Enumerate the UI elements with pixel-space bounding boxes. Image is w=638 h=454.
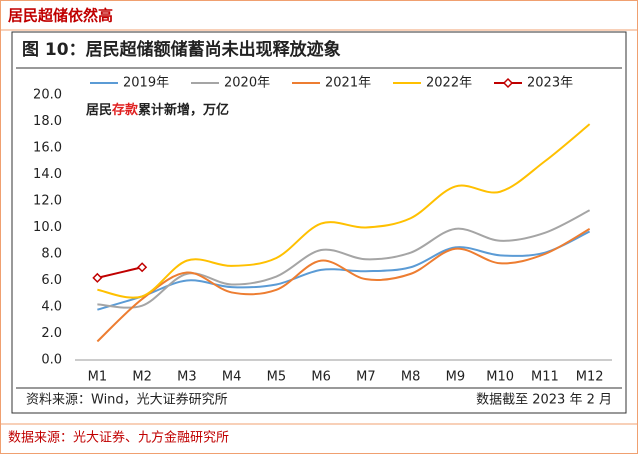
legend-label: 2022年 <box>426 76 472 91</box>
y-tick-label: 20.0 <box>33 88 62 103</box>
chart-source: 资料来源：Wind，光大证券研究所 <box>26 392 228 408</box>
y-tick-label: 6.0 <box>41 273 62 288</box>
legend-label: 2023年 <box>527 76 573 91</box>
x-tick-label: M9 <box>446 370 466 385</box>
legend-label: 2020年 <box>224 76 270 91</box>
series-line <box>97 230 591 311</box>
x-tick-label: M7 <box>356 370 376 385</box>
legend-label: 2021年 <box>325 76 371 91</box>
x-tick-label: M2 <box>132 370 152 385</box>
chart-frame <box>11 31 627 414</box>
y-tick-label: 2.0 <box>41 326 62 341</box>
series-line <box>97 266 143 279</box>
x-tick-label: M11 <box>531 370 559 385</box>
y-tick-label: 16.0 <box>33 141 62 156</box>
chart-note: 数据截至 2023 年 2 月 <box>476 393 612 408</box>
annotation-part: 居民 <box>86 103 112 118</box>
annotation-part: 累计新增，万亿 <box>138 102 229 118</box>
x-tick-label: M1 <box>88 370 108 385</box>
series-line <box>96 227 591 343</box>
x-tick-label: M4 <box>222 370 242 385</box>
legend-marker <box>502 77 514 89</box>
annotation: 居民存款累计新增，万亿 <box>86 102 229 118</box>
y-tick-label: 4.0 <box>41 300 62 315</box>
x-tick-label: M6 <box>311 370 331 385</box>
series-line <box>97 123 591 299</box>
legend-label: 2019年 <box>123 76 169 91</box>
series-line <box>97 209 591 309</box>
footer-source: 数据来源：光大证券、九方金融研究所 <box>8 430 229 446</box>
y-tick-label: 8.0 <box>41 247 62 262</box>
x-tick-label: M8 <box>401 370 421 385</box>
y-tick-label: 12.0 <box>33 194 62 209</box>
x-tick-label: M12 <box>576 370 604 385</box>
x-tick-label: M3 <box>177 370 197 385</box>
chart-title: 图 10：居民超储额储蓄尚未出现释放迹象 <box>22 39 341 60</box>
point-marker <box>92 272 103 283</box>
y-tick-label: 10.0 <box>33 220 62 235</box>
x-tick-label: M10 <box>486 370 514 385</box>
y-tick-label: 18.0 <box>33 114 62 129</box>
y-tick-label: 14.0 <box>33 167 62 182</box>
annotation-part: 存款 <box>112 102 139 118</box>
point-marker <box>137 262 148 273</box>
y-tick-label: 0.0 <box>41 353 62 368</box>
x-tick-label: M5 <box>267 370 287 385</box>
header-title: 居民超储依然高 <box>8 7 113 25</box>
